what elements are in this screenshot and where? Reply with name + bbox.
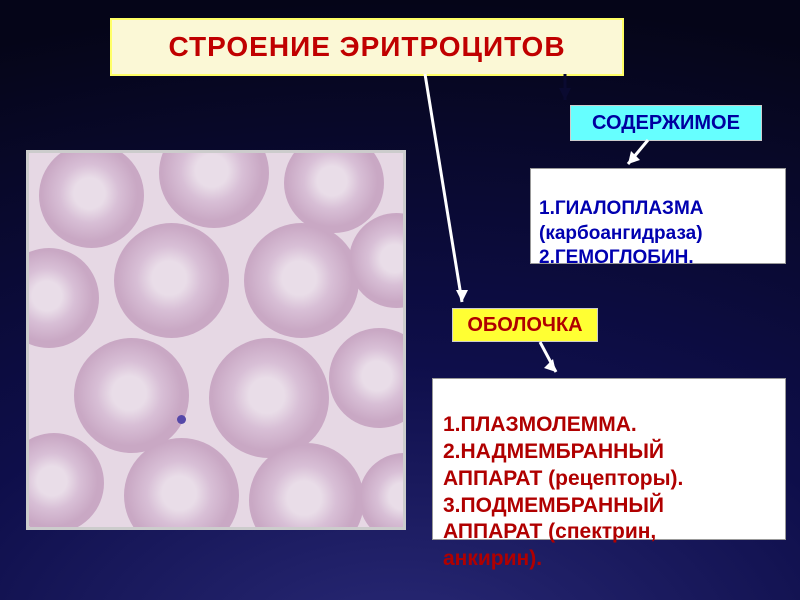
shell-label: ОБОЛОЧКА bbox=[452, 308, 598, 342]
erythrocyte-cell bbox=[39, 150, 144, 248]
slide-title-text: СТРОЕНИЕ ЭРИТРОЦИТОВ bbox=[168, 31, 565, 63]
erythrocyte-cell bbox=[209, 338, 329, 458]
erythrocyte-cell bbox=[359, 453, 406, 530]
content-box: 1.ГИАЛОПЛАЗМА (карбоангидраза) 2.ГЕМОГЛО… bbox=[530, 168, 786, 264]
erythrocyte-cell bbox=[159, 150, 269, 228]
slide-title: СТРОЕНИЕ ЭРИТРОЦИТОВ bbox=[110, 18, 624, 76]
content-label: СОДЕРЖИМОЕ bbox=[570, 105, 762, 141]
shell-label-text: ОБОЛОЧКА bbox=[467, 314, 582, 337]
content-label-text: СОДЕРЖИМОЕ bbox=[592, 112, 740, 135]
shell-box: 1.ПЛАЗМОЛЕММА. 2.НАДМЕМБРАННЫЙ АППАРАТ (… bbox=[432, 378, 786, 540]
erythrocyte-cell bbox=[349, 213, 406, 308]
erythrocyte-cell bbox=[74, 338, 189, 453]
micrograph-image bbox=[26, 150, 406, 530]
erythrocyte-cell bbox=[26, 433, 104, 530]
platelet-dot bbox=[177, 415, 186, 424]
erythrocyte-cell bbox=[26, 248, 99, 348]
slide-root: СТРОЕНИЕ ЭРИТРОЦИТОВ СОДЕРЖИМОЕ 1.ГИАЛОП… bbox=[0, 0, 800, 600]
erythrocyte-cell bbox=[114, 223, 229, 338]
erythrocyte-cell bbox=[329, 328, 406, 428]
erythrocyte-cell bbox=[244, 223, 359, 338]
content-box-text: 1.ГИАЛОПЛАЗМА (карбоангидраза) 2.ГЕМОГЛО… bbox=[539, 198, 704, 268]
